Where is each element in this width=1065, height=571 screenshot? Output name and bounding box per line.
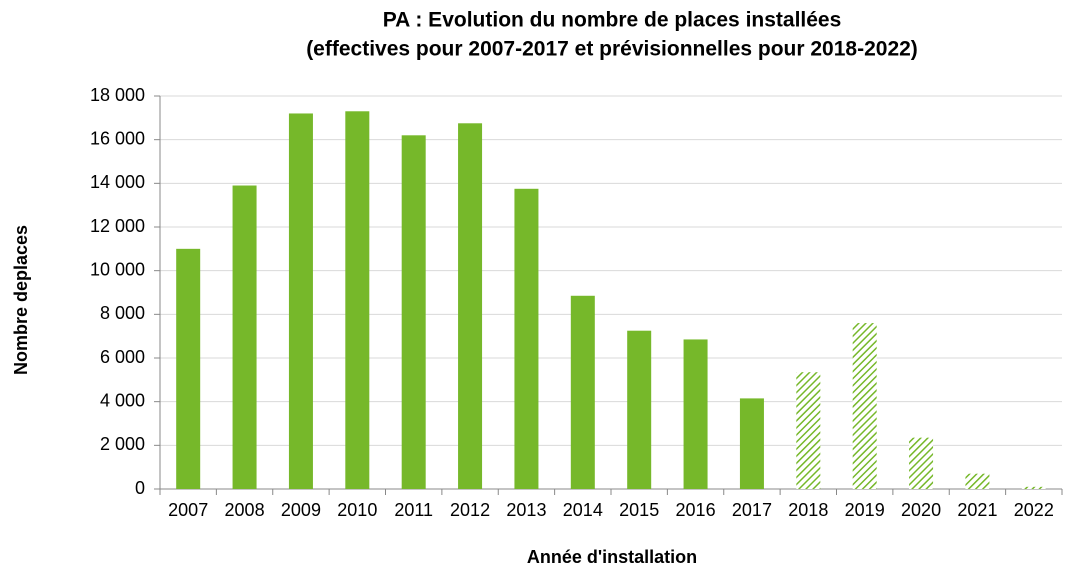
bar — [1021, 486, 1046, 489]
y-tick-label: 16 000 — [90, 128, 145, 148]
bar — [232, 185, 257, 489]
bar — [852, 323, 877, 489]
bar — [909, 437, 934, 489]
y-tick-label: 0 — [135, 478, 145, 498]
x-tick-label: 2021 — [957, 500, 997, 520]
x-tick-label: 2009 — [281, 500, 321, 520]
bar — [345, 111, 370, 490]
bar — [401, 135, 426, 490]
x-tick-label: 2008 — [225, 500, 265, 520]
x-tick-label: 2022 — [1014, 500, 1054, 520]
bar — [965, 473, 990, 489]
x-tick-label: 2017 — [732, 500, 772, 520]
bar — [514, 188, 539, 489]
bar — [739, 398, 764, 489]
x-tick-label: 2016 — [676, 500, 716, 520]
y-tick-label: 6 000 — [100, 347, 145, 367]
x-tick-label: 2010 — [337, 500, 377, 520]
y-axis-label: Nombre deplaces — [11, 225, 31, 375]
y-tick-label: 4 000 — [100, 390, 145, 410]
x-tick-label: 2012 — [450, 500, 490, 520]
x-axis-label: Année d'installation — [527, 547, 697, 567]
bar — [570, 295, 595, 489]
bar — [796, 372, 821, 489]
x-tick-label: 2013 — [506, 500, 546, 520]
bar — [288, 113, 313, 489]
chart-title: PA : Evolution du nombre de places insta… — [383, 9, 842, 32]
y-tick-label: 10 000 — [90, 259, 145, 279]
x-tick-label: 2007 — [168, 500, 208, 520]
y-tick-label: 2 000 — [100, 434, 145, 454]
chart-subtitle: (effectives pour 2007-2017 et prévisionn… — [306, 38, 918, 61]
bar — [627, 330, 652, 489]
y-tick-label: 18 000 — [90, 85, 145, 105]
x-tick-label: 2015 — [619, 500, 659, 520]
bar — [176, 248, 201, 489]
x-tick-label: 2011 — [394, 500, 433, 520]
x-tick-label: 2014 — [563, 500, 603, 520]
x-tick-label: 2018 — [788, 500, 828, 520]
y-tick-label: 14 000 — [90, 172, 145, 192]
x-tick-label: 2020 — [901, 500, 941, 520]
y-tick-label: 12 000 — [90, 216, 145, 236]
bar — [458, 123, 483, 490]
x-tick-label: 2019 — [845, 500, 885, 520]
y-tick-label: 8 000 — [100, 303, 145, 323]
bar — [683, 339, 708, 489]
